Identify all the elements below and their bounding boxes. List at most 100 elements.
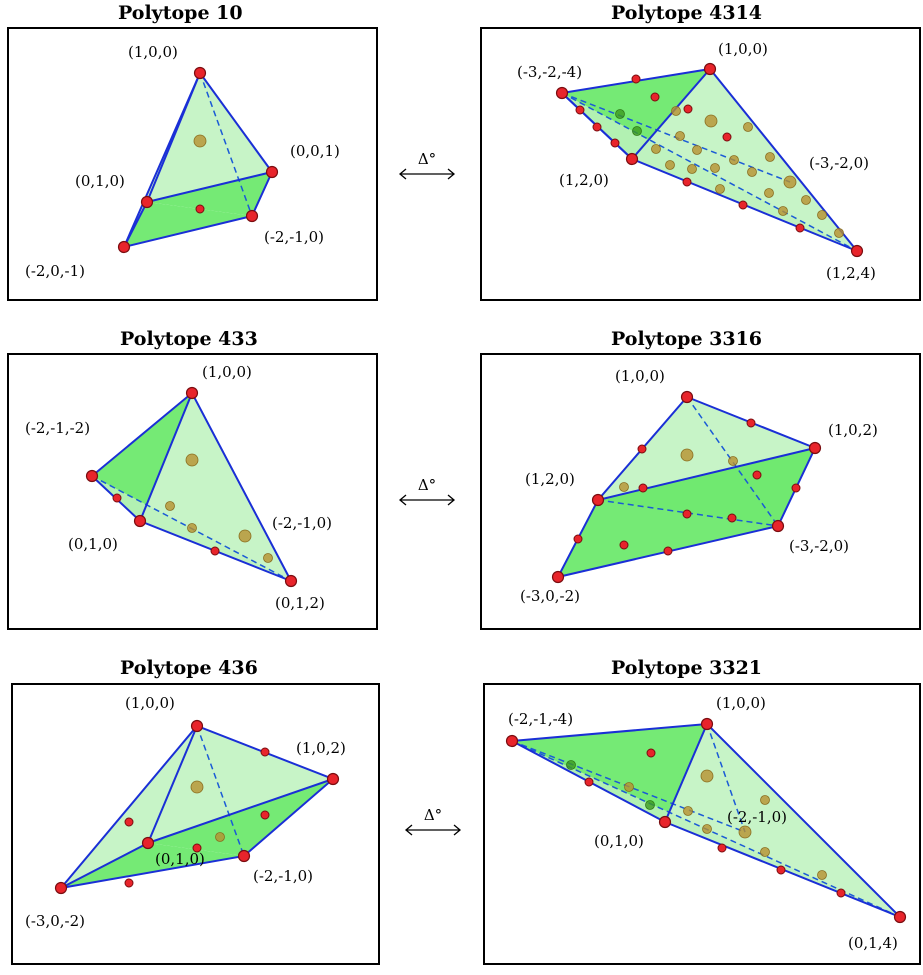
lattice-dot (584, 777, 594, 787)
interior-dot (193, 134, 207, 148)
polytope-3316-drawing (551, 390, 822, 584)
interior-dot (760, 795, 770, 805)
duality-arrow-label: Δ° (417, 150, 437, 168)
vertex-label: (-2,-1,0) (253, 867, 314, 885)
vertex-label: (1,2,4) (826, 264, 876, 282)
interior-dot (700, 769, 714, 783)
vertex-label: (0,1,4) (848, 934, 898, 952)
lattice-dot (192, 843, 202, 853)
edge (147, 725, 198, 844)
duality-arrow-label: Δ° (417, 476, 437, 494)
panel-title-p4314: Polytope 4314 (611, 2, 763, 24)
vertex-dot (850, 244, 864, 258)
vertex-label: (1,0,0) (128, 43, 178, 61)
vertex-label: (1,0,2) (296, 739, 346, 757)
interior-dot (783, 175, 797, 189)
vertex-dot (808, 441, 822, 455)
edge (139, 392, 193, 522)
edge (597, 447, 816, 501)
interior-dot (729, 155, 739, 165)
vertex-label: (-3,-2,-4) (517, 63, 583, 81)
panel-title-p3316: Polytope 3316 (611, 328, 763, 350)
interior-dot (728, 456, 738, 466)
vertex-dot (326, 772, 340, 786)
vertex-label: (0,1,2) (275, 594, 325, 612)
p10-face-bottom (124, 202, 252, 247)
double-arrow-icon (404, 824, 462, 836)
hidden-edge (196, 725, 245, 857)
lattice-dot (124, 878, 134, 888)
hidden-edge (199, 72, 253, 217)
interior-dot (747, 167, 757, 177)
lattice-dot (795, 223, 805, 233)
lattice-dot (752, 470, 762, 480)
panel-title-p436: Polytope 436 (120, 657, 258, 679)
interior-dot (760, 847, 770, 857)
interior-dot (190, 780, 204, 794)
lattice-dot (112, 493, 122, 503)
p436-face-bottom-left (61, 843, 244, 888)
lattice-dot (663, 546, 673, 556)
vertex-label: (-2,-1,-2) (25, 419, 91, 437)
vertex-dot (551, 570, 565, 584)
p436-face-front (148, 726, 333, 843)
interior-dot (215, 832, 225, 842)
interior-dot (185, 453, 199, 467)
vertex-dot (505, 734, 519, 748)
vertex-dot (893, 910, 907, 924)
interior-dot (263, 553, 273, 563)
vertex-label: (-2,-1,0) (264, 228, 325, 246)
interior-dot (702, 824, 712, 834)
polytope-10-drawing (117, 66, 279, 254)
interior-dot (615, 109, 625, 119)
interior-dot (692, 145, 702, 155)
vertex-label: (1,0,0) (716, 694, 766, 712)
interior-dot (715, 184, 725, 194)
lattice-dot (260, 747, 270, 757)
vertex-label: (1,0,0) (125, 694, 175, 712)
lattice-dot (195, 204, 205, 214)
vertex-label: (1,2,0) (559, 171, 609, 189)
vertex-dot (700, 717, 714, 731)
lattice-dot (682, 509, 692, 519)
vertex-dot (237, 849, 251, 863)
lattice-dot (619, 540, 629, 550)
lattice-dot (646, 748, 656, 758)
vertex-dot (265, 165, 279, 179)
polytope-436-drawing (54, 719, 340, 895)
lattice-dot (631, 74, 641, 84)
interior-dot (710, 163, 720, 173)
lattice-dot (836, 888, 846, 898)
vertex-label: (-2,0,-1) (25, 262, 86, 280)
hidden-edge (706, 723, 746, 833)
vertex-label: (0,1,0) (155, 850, 205, 868)
interior-dot (632, 126, 642, 136)
vertex-dot (117, 240, 131, 254)
interior-dot (645, 800, 655, 810)
panel-title-p433: Polytope 433 (120, 328, 258, 350)
duality-arrow: Δ° (403, 806, 463, 846)
edge (146, 72, 201, 203)
vertex-label: (-2,-1,-4) (508, 710, 574, 728)
duality-arrow-label: Δ° (423, 806, 443, 824)
lattice-dot (650, 92, 660, 102)
vertex-label: (-3,-2,0) (789, 537, 850, 555)
polytope-4314-drawing (555, 62, 864, 258)
hidden-edge (561, 92, 858, 252)
interior-dot (704, 114, 718, 128)
interior-dot (238, 529, 252, 543)
duality-arrow: Δ° (397, 150, 457, 190)
p436-face-bottom-right (148, 779, 333, 856)
double-arrow-icon (398, 494, 456, 506)
lattice-dot (637, 444, 647, 454)
vertex-dot (193, 66, 207, 80)
duality-arrow: Δ° (397, 476, 457, 516)
interior-dot (764, 188, 774, 198)
lattice-dot (746, 418, 756, 428)
double-arrow-icon (398, 168, 456, 180)
vertex-label: (-2,-1,0) (727, 808, 788, 826)
interior-dot (817, 210, 827, 220)
vertex-dot (703, 62, 717, 76)
lattice-dot (610, 138, 620, 148)
vertex-dot (140, 195, 154, 209)
